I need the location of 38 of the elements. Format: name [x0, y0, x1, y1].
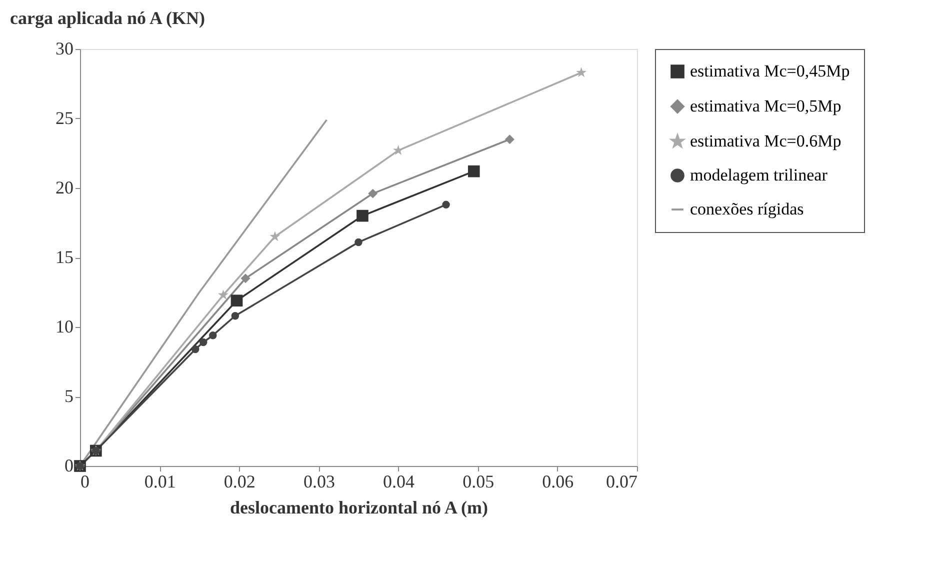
point — [356, 210, 368, 222]
y-tick-label: 0 — [64, 456, 74, 476]
point — [368, 188, 378, 198]
legend-label: estimativa Mc=0,5Mp — [690, 96, 842, 116]
legend-label: modelagem trilinear — [690, 166, 828, 184]
point — [199, 338, 208, 346]
x-tick-label: 0.02 — [224, 472, 256, 492]
y-tick-label: 10 — [56, 316, 74, 336]
x-tick-label: 0.05 — [462, 472, 494, 492]
point — [230, 294, 243, 307]
legend-label: estimativa Mc=0.6Mp — [690, 132, 842, 150]
point — [209, 331, 217, 340]
point — [270, 231, 280, 242]
x-tick-label: 0.06 — [542, 472, 574, 492]
x-tick-label: 0 — [80, 472, 90, 492]
y-tick-label: 25 — [56, 108, 74, 128]
point — [240, 274, 250, 284]
point — [218, 290, 228, 300]
point — [354, 238, 362, 246]
y-tick-label: 20 — [56, 178, 74, 198]
x-tick-label: 0.03 — [303, 472, 335, 492]
point — [231, 312, 240, 320]
y-tick-label: 30 — [56, 38, 74, 58]
y-axis-title: carga aplicada nó A (KN) — [10, 8, 206, 28]
point — [504, 134, 514, 144]
x-tick-label: 0.04 — [383, 472, 415, 492]
x-axis-title: deslocamento horizontal nó A (m) — [230, 498, 488, 518]
x-tick-label: 0.01 — [144, 472, 176, 492]
legend-label: conexões rígidas — [690, 200, 804, 218]
x-tick-label: 0.07 — [606, 472, 638, 492]
point — [393, 144, 404, 155]
y-tick-label: 5 — [64, 386, 74, 406]
point — [442, 200, 450, 209]
legend-label: estimativa Mc=0,45Mp — [690, 62, 850, 80]
point — [576, 67, 587, 78]
y-tick-label: 15 — [56, 247, 74, 267]
point — [192, 345, 200, 354]
point — [468, 165, 480, 178]
